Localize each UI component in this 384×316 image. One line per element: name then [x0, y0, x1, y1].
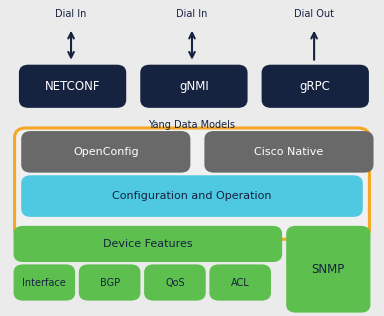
- Text: Cisco Native: Cisco Native: [254, 147, 324, 157]
- FancyBboxPatch shape: [20, 66, 125, 107]
- Text: gRPC: gRPC: [300, 80, 331, 93]
- Text: SNMP: SNMP: [312, 263, 345, 276]
- FancyBboxPatch shape: [15, 227, 281, 261]
- FancyBboxPatch shape: [287, 227, 369, 312]
- Text: Interface: Interface: [23, 277, 66, 288]
- Text: OpenConfig: OpenConfig: [73, 147, 139, 157]
- FancyBboxPatch shape: [145, 265, 205, 300]
- Text: Dial In: Dial In: [176, 9, 208, 19]
- FancyBboxPatch shape: [80, 265, 139, 300]
- FancyBboxPatch shape: [210, 265, 270, 300]
- Text: Configuration and Operation: Configuration and Operation: [112, 191, 272, 201]
- Text: NETCONF: NETCONF: [45, 80, 100, 93]
- FancyBboxPatch shape: [22, 132, 189, 172]
- Text: ACL: ACL: [231, 277, 250, 288]
- Text: Device Features: Device Features: [103, 239, 193, 249]
- FancyBboxPatch shape: [141, 66, 247, 107]
- Text: Yang Data Models: Yang Data Models: [149, 120, 235, 130]
- Text: gNMI: gNMI: [179, 80, 209, 93]
- FancyBboxPatch shape: [263, 66, 368, 107]
- Text: Dial In: Dial In: [55, 9, 87, 19]
- FancyBboxPatch shape: [15, 128, 369, 239]
- FancyBboxPatch shape: [205, 132, 372, 172]
- FancyBboxPatch shape: [15, 265, 74, 300]
- FancyBboxPatch shape: [22, 176, 362, 216]
- Text: Dial Out: Dial Out: [294, 9, 334, 19]
- Text: BGP: BGP: [99, 277, 120, 288]
- Text: QoS: QoS: [165, 277, 185, 288]
